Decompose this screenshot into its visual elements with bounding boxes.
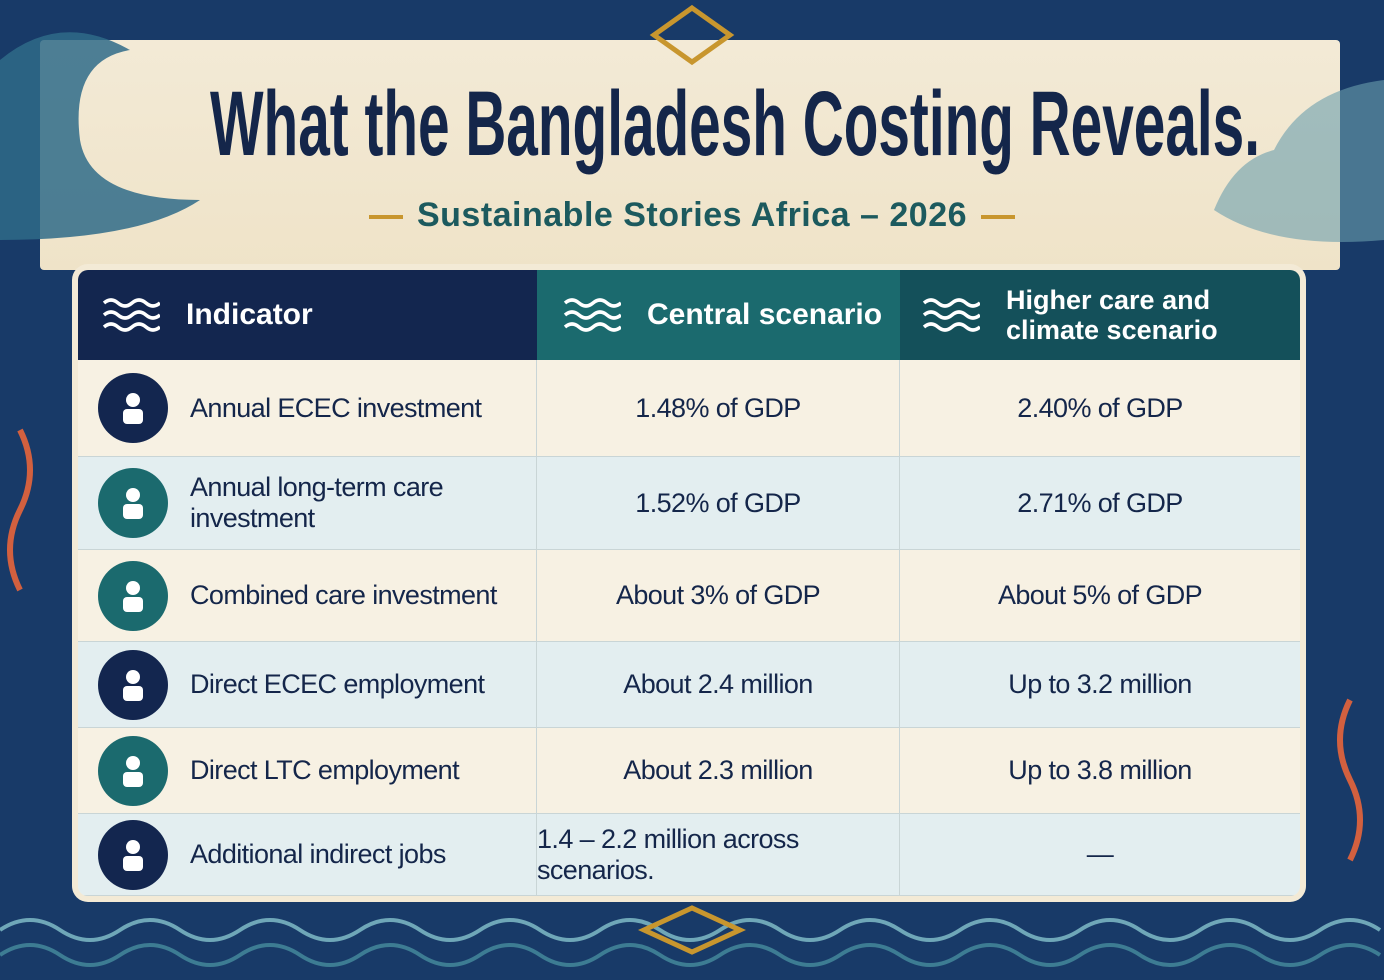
table-cell: 2.71% of GDP — [900, 457, 1300, 549]
row-icon — [98, 560, 168, 631]
table-cell: Up to 3.2 million — [900, 642, 1300, 727]
table-cell: About 3% of GDP — [537, 550, 900, 641]
column-header: Higher care and climate scenario — [900, 270, 1300, 360]
header-row: Indicator Central scenario Higher care and… — [78, 270, 1300, 360]
table-cell: — — [900, 814, 1300, 895]
header-panel — [40, 40, 1340, 270]
row-icon — [98, 819, 168, 890]
table: Indicator Central scenario Higher care and… — [78, 270, 1300, 896]
table-cell: About 5% of GDP — [900, 550, 1300, 641]
cell-text: 1.48% of GDP — [635, 392, 801, 423]
diamond-ornament — [637, 905, 747, 955]
wave-icon — [922, 298, 980, 332]
wave-icon — [563, 298, 621, 332]
cell-text: 1.52% of GDP — [635, 487, 801, 518]
table-cell: Annual long-term care investment — [78, 457, 537, 549]
table-row: Direct ECEC employment About 2.4 million U… — [78, 642, 1300, 728]
column-header-text: Higher care and climate scenario — [1006, 285, 1218, 345]
table-cell: 2.40% of GDP — [900, 360, 1300, 456]
table-cell: About 2.4 million — [537, 642, 900, 727]
table-cell: 1.4 – 2.2 million across scenarios. — [537, 814, 900, 895]
icon-glyph — [123, 488, 143, 519]
table-cell: Annual ECEC investment — [78, 360, 537, 456]
column-header-text: Central scenario — [647, 298, 883, 331]
icon-glyph — [123, 669, 143, 701]
coral — [1337, 698, 1363, 862]
row-icon — [98, 373, 168, 443]
title: What the Bangladesh Costing Reveals. — [210, 73, 1260, 175]
cell-text: Annual ECEC investment — [190, 392, 482, 423]
column-header: Indicator — [78, 270, 537, 360]
table-cell: Combined care investment — [78, 550, 537, 641]
cell-text: About 3% of GDP — [615, 580, 821, 610]
icon-glyph — [123, 839, 143, 871]
cell-text: 2.71% of GDP — [1017, 487, 1183, 518]
table-cell: About 2.3 million — [537, 728, 900, 813]
table-row: Annual long-term care investment 1.52% of… — [78, 457, 1300, 550]
icon-glyph — [123, 393, 143, 424]
cell-text: About 2.4 million — [623, 669, 813, 699]
cell-text: About 2.3 million — [623, 755, 813, 785]
icon-glyph — [123, 580, 143, 612]
cell-text: Direct LTC employment — [190, 755, 460, 785]
cell-text: — — [1086, 839, 1114, 869]
table-row: Annual ECEC investment 1.48% of GDP 2.40% … — [78, 360, 1300, 457]
table-cell: 1.52% of GDP — [537, 457, 900, 549]
header-decoration — [0, 4, 1384, 242]
row-icon — [98, 468, 168, 538]
table-cell: 1.48% of GDP — [537, 360, 900, 456]
column-header: Central scenario — [537, 270, 900, 360]
table-cell: Additional indirect jobs — [78, 814, 537, 895]
coral — [7, 428, 33, 592]
wave-art — [0, 32, 200, 240]
subtitle: Sustainable Stories Africa – 2026 — [416, 196, 968, 234]
table-cell: Up to 3.8 million — [900, 728, 1300, 813]
subtitle-line: Sustainable Stories Africa – 2026 — [0, 196, 1384, 235]
cell-text: Direct ECEC employment — [190, 669, 485, 699]
cell-text: Up to 3.2 million — [1008, 669, 1192, 699]
wave-icon — [102, 298, 160, 332]
row-icon — [98, 735, 168, 806]
column-header-text: Indicator — [186, 298, 313, 331]
diamond-ornament — [649, 4, 735, 66]
cell-text: Up to 3.8 million — [1008, 755, 1192, 785]
cell-text: About 5% of GDP — [997, 580, 1203, 610]
bottom-wave — [0, 918, 1382, 942]
cell-text: Additional indirect jobs — [190, 839, 446, 869]
cell-text: Combined care investment — [190, 580, 497, 610]
row-icon — [98, 649, 168, 720]
table-cell: Direct LTC employment — [78, 728, 537, 813]
cell-text: 2.40% of GDP — [1017, 392, 1183, 423]
icon-glyph — [123, 755, 143, 787]
dash — [981, 215, 1016, 220]
cell-text: 1.4 – 2.2 million across scenarios. — [537, 823, 799, 885]
dash — [368, 215, 403, 220]
table-row: Direct LTC employment About 2.3 million Up… — [78, 728, 1300, 814]
bottom-wave — [0, 943, 1382, 967]
cell-text: Annual long-term care investment — [190, 472, 444, 533]
table-row: Combined care investment About 3% of GDP A… — [78, 550, 1300, 642]
shore-art — [1214, 80, 1384, 242]
title-box: What the Bangladesh Costing Reveals. — [210, 73, 1260, 175]
table-cell: Direct ECEC employment — [78, 642, 537, 727]
table-row: Additional indirect jobs 1.4 – 2.2 millio… — [78, 814, 1300, 896]
